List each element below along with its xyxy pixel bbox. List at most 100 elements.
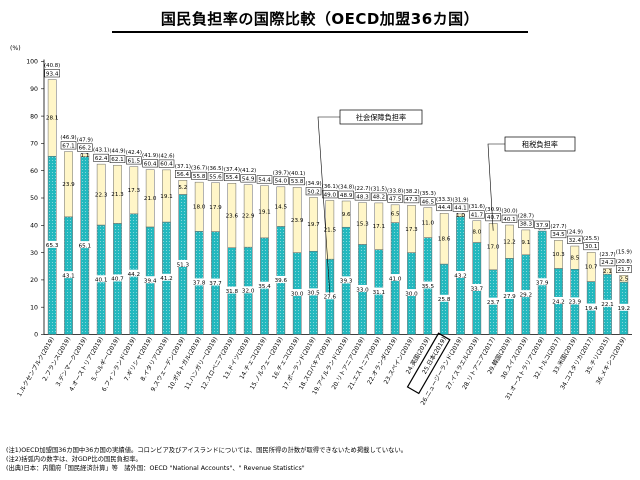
bar-total-label: 46.5	[422, 199, 435, 205]
bar-tax	[309, 197, 318, 252]
bar-tax	[586, 252, 596, 282]
bar-value-tax: 17.9	[209, 205, 222, 211]
bar-value-social-security: 37.9	[536, 281, 549, 287]
bar-label-bg	[371, 287, 386, 295]
gdp-ratio-label: (20.8)	[616, 259, 632, 265]
total-box	[403, 195, 420, 204]
bar-value-tax: 22.3	[95, 192, 108, 198]
bar-tax	[505, 224, 514, 259]
bar-value-social-security: 33.0	[356, 287, 369, 293]
total-box	[93, 153, 109, 162]
bar-value-social-security: 25.8	[438, 297, 451, 303]
bar-label-bg	[502, 291, 517, 299]
bar-total-label: 47.3	[405, 197, 418, 203]
bar-total-label: 55.4	[226, 175, 239, 181]
total-box	[354, 192, 371, 201]
bar-tax	[390, 204, 400, 223]
bar-value-tax: 21.5	[324, 228, 337, 234]
bar-label-bg	[126, 269, 141, 277]
bar-total-label: 55.8	[193, 174, 206, 180]
gdp-ratio-label: (30.9)	[485, 207, 501, 213]
total-box	[371, 192, 387, 201]
gdp-ratio-label: (23.7)	[599, 252, 615, 258]
bar-tax	[47, 79, 57, 157]
bar-tax	[211, 182, 220, 232]
bar-label-bg	[192, 278, 207, 286]
total-box	[44, 69, 60, 78]
bar-label-bg	[224, 286, 239, 294]
gdp-ratio-label: (44.9)	[109, 149, 125, 155]
total-box	[142, 159, 158, 168]
bar-tax	[439, 213, 449, 265]
bar-value-tax: 9.1	[521, 240, 530, 246]
bar-tax	[619, 275, 629, 283]
bar-tax	[554, 240, 563, 269]
bar-value-tax: 21.3	[111, 192, 124, 198]
bar-value-tax: 5.2	[178, 185, 187, 191]
bar-value-social-security: 40.1	[95, 278, 108, 284]
gdp-ratio-label: (39.7)	[273, 170, 289, 176]
bar-value-social-security: 37.8	[193, 281, 206, 287]
y-tick-label: 90	[30, 86, 38, 93]
bar-value-social-security: 65.3	[46, 243, 59, 249]
callout-line-tax	[487, 143, 505, 231]
total-box	[550, 230, 567, 239]
bar-value-social-security: 51.3	[177, 262, 190, 268]
bar-total-label: 60.4	[160, 162, 173, 168]
bar-label-bg	[45, 240, 60, 248]
bar-total-label: 62.4	[95, 156, 108, 162]
gdp-ratio-label: (40.1)	[289, 171, 305, 177]
gdp-ratio-label: (24.9)	[567, 230, 583, 236]
gdp-ratio-label: (25.5)	[583, 236, 599, 242]
bar-label-bg	[486, 297, 501, 305]
bar-label-bg	[551, 296, 566, 304]
bar-tax	[194, 181, 204, 232]
bar-label-bg	[143, 276, 158, 284]
total-box	[518, 219, 534, 228]
bar-label-bg	[584, 303, 599, 311]
bar-label-bg	[437, 294, 452, 302]
bar-total-label: 32.4	[569, 238, 582, 244]
total-box	[452, 203, 469, 212]
gdp-ratio-label: (34.9)	[305, 181, 321, 187]
total-box	[240, 174, 256, 183]
bar-total-label: 44.1	[454, 206, 467, 212]
callout-label-social-security: 社会保障負担率	[356, 113, 406, 122]
bar-label-bg	[94, 275, 109, 283]
bar-value-tax: 9.6	[342, 212, 351, 218]
bar-value-social-security: 39.6	[275, 278, 288, 284]
bar-total-label: 60.4	[144, 161, 157, 167]
bar-value-tax: 18.0	[193, 205, 206, 211]
total-box	[158, 159, 175, 168]
y-tick-label: 10	[30, 304, 38, 311]
bar-value-tax: 2.5	[619, 276, 628, 282]
footnote-source: (出典)日本：内閣府「国民経済計算」等 諸外国：OECD "National A…	[6, 465, 305, 473]
total-box	[583, 242, 599, 251]
bar-total-label: 44.4	[438, 205, 451, 211]
bar-total-label: 49.0	[324, 192, 337, 198]
bar-label-bg	[257, 281, 272, 289]
total-box	[191, 171, 207, 180]
bar-label-bg	[110, 274, 125, 282]
bar-tax	[488, 223, 498, 271]
gdp-ratio-label: (42.6)	[158, 153, 174, 159]
y-tick-label: 70	[30, 141, 38, 148]
gdp-ratio-label: (46.9)	[60, 135, 76, 141]
bar-value-social-security: 32.0	[242, 289, 255, 295]
bar-value-tax: 14.5	[275, 204, 288, 210]
bar-tax	[113, 164, 122, 224]
bar-tax	[227, 183, 237, 248]
bar-tax	[407, 205, 416, 253]
bar-label-bg	[600, 299, 615, 307]
gdp-ratio-label: (36.7)	[191, 166, 207, 172]
gdp-ratio-label: (41.9)	[142, 153, 158, 159]
bar-value-tax: 6.5	[391, 211, 400, 217]
gdp-ratio-label: (31.6)	[469, 204, 485, 210]
bar-label-bg	[159, 273, 174, 281]
total-box	[567, 235, 583, 244]
bar-label-bg	[453, 271, 468, 279]
bar-value-tax: 11.0	[422, 220, 435, 226]
gdp-ratio-label: (31.5)	[371, 186, 387, 192]
bar-total-label: 61.5	[128, 158, 141, 164]
bar-total-label: 40.7	[487, 215, 500, 221]
